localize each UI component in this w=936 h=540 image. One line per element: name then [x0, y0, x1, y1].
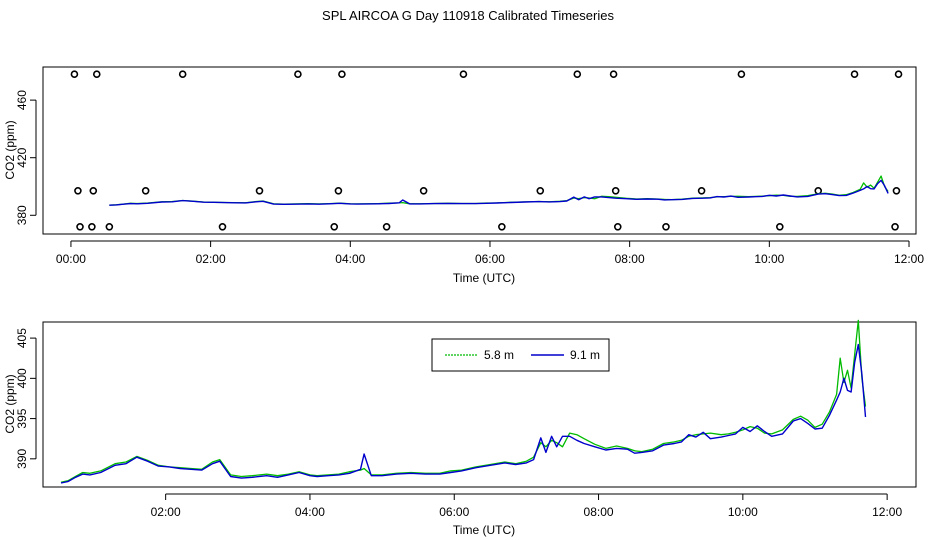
- top-series-line-5-8m: [109, 175, 889, 206]
- top-x-tick-label: 02:00: [196, 252, 226, 266]
- top-x-axis: 00:00 02:00 04:00 06:00 08:00 10:00 12:00: [56, 240, 924, 266]
- calibration-point-mid: [892, 187, 901, 195]
- legend: 5.8 m 9.1 m: [431, 338, 610, 372]
- calibration-point-high: [573, 70, 582, 78]
- top-calibration-points: [70, 70, 903, 231]
- calibration-point-mid: [419, 187, 428, 195]
- calibration-point-high: [737, 70, 746, 78]
- top-y-axis: 380 420 460: [15, 90, 37, 225]
- calibration-point-low: [498, 223, 506, 231]
- calibration-point-high: [178, 70, 187, 78]
- bottom-plot-frame: [42, 321, 917, 488]
- legend-label-5-8m: 5.8 m: [484, 348, 514, 362]
- calibration-point-mid: [536, 187, 545, 195]
- top-x-axis-label: Time (UTC): [453, 271, 515, 285]
- bottom-x-axis-label: Time (UTC): [453, 523, 515, 537]
- bottom-y-tick-label: 395: [15, 408, 29, 428]
- bottom-x-tick-label: 12:00: [872, 505, 902, 519]
- calibration-point-high: [459, 70, 468, 78]
- bottom-y-axis-label: CO2 (ppm): [3, 374, 17, 433]
- calibration-point-mid: [141, 187, 150, 195]
- top-x-tick-label: 12:00: [894, 252, 924, 266]
- bottom-y-axis: 390 395 400 405: [15, 328, 37, 469]
- calibration-point-low: [382, 223, 391, 231]
- calibration-point-low: [105, 223, 114, 231]
- bottom-y-tick-label: 390: [15, 448, 29, 468]
- calibration-point-low: [891, 223, 899, 231]
- bottom-x-tick-label: 02:00: [151, 505, 181, 519]
- calibration-point-low: [662, 223, 670, 231]
- calibration-point-mid: [611, 187, 620, 195]
- calibration-point-high: [894, 70, 903, 78]
- top-plot-frame: [42, 66, 917, 235]
- top-series-line-9-1m: [109, 179, 889, 206]
- calibration-point-mid: [89, 187, 98, 195]
- bottom-x-tick-label: 10:00: [728, 505, 758, 519]
- top-y-tick-label: 420: [15, 147, 29, 167]
- calibration-point-low: [776, 223, 784, 231]
- top-y-tick-label: 380: [15, 205, 29, 225]
- top-x-tick-label: 06:00: [475, 252, 505, 266]
- bottom-x-tick-label: 06:00: [439, 505, 469, 519]
- bottom-panel: 02:00 04:00 06:00 08:00 10:00 12:00 390 395 400…: [3, 319, 917, 537]
- calibration-point-high: [294, 70, 302, 78]
- calibration-point-low: [76, 223, 84, 231]
- top-y-tick-label: 460: [15, 90, 29, 110]
- top-x-tick-label: 00:00: [56, 252, 86, 266]
- calibration-point-mid: [697, 187, 706, 195]
- legend-label-9-1m: 9.1 m: [570, 348, 600, 362]
- bottom-x-tick-label: 08:00: [584, 505, 614, 519]
- calibration-point-mid: [255, 187, 264, 195]
- bottom-y-tick-label: 400: [15, 368, 29, 388]
- top-panel: 00:00 02:00 04:00 06:00 08:00 10:00 12:00 380 4…: [3, 66, 924, 285]
- bottom-series-lines: [60, 319, 867, 484]
- calibration-point-mid: [334, 187, 343, 195]
- calibration-point-mid: [74, 187, 82, 195]
- top-x-tick-label: 08:00: [615, 252, 645, 266]
- calibration-point-high: [92, 70, 101, 78]
- bottom-y-tick-label: 405: [15, 328, 29, 348]
- top-x-tick-label: 04:00: [335, 252, 365, 266]
- calibration-point-high: [609, 70, 618, 78]
- calibration-point-high: [338, 70, 346, 78]
- bottom-series-line-9-1m: [60, 343, 867, 484]
- top-x-tick-label: 10:00: [754, 252, 784, 266]
- calibration-point-high: [850, 70, 859, 78]
- calibration-point-low: [218, 223, 227, 231]
- calibration-point-high: [70, 70, 79, 78]
- bottom-x-tick-label: 04:00: [295, 505, 325, 519]
- top-y-axis-label: CO2 (ppm): [3, 120, 17, 179]
- calibration-point-mid: [814, 187, 823, 195]
- chart-title: SPL AIRCOA G Day 110918 Calibrated Times…: [322, 8, 614, 23]
- bottom-series-line-5-8m: [60, 319, 867, 483]
- bottom-x-axis: 02:00 04:00 06:00 08:00 10:00 12:00: [151, 493, 902, 519]
- top-series-lines: [109, 175, 889, 206]
- calibration-point-low: [88, 223, 96, 231]
- calibration-point-low: [613, 223, 622, 231]
- calibration-point-low: [330, 223, 339, 231]
